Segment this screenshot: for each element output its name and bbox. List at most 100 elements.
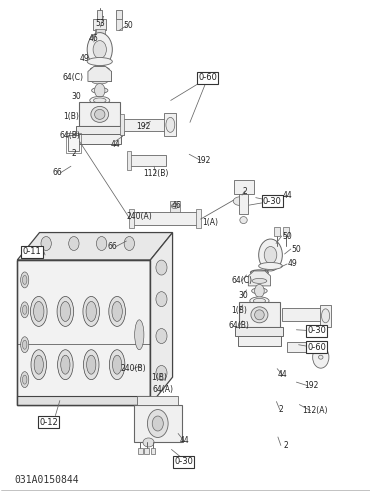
Polygon shape bbox=[150, 232, 173, 404]
Ellipse shape bbox=[23, 276, 27, 284]
Text: 0-30: 0-30 bbox=[307, 326, 326, 336]
Ellipse shape bbox=[92, 79, 108, 84]
Text: 50: 50 bbox=[123, 21, 133, 30]
Bar bbox=[76, 126, 124, 136]
Bar bbox=[274, 227, 280, 236]
Polygon shape bbox=[17, 260, 150, 404]
Bar bbox=[116, 18, 122, 30]
Text: 1(B): 1(B) bbox=[231, 306, 247, 316]
Bar bbox=[196, 209, 201, 228]
Text: 0-60: 0-60 bbox=[198, 74, 217, 82]
Ellipse shape bbox=[61, 355, 70, 374]
Ellipse shape bbox=[253, 298, 266, 304]
Text: 66: 66 bbox=[52, 168, 62, 177]
Ellipse shape bbox=[233, 196, 249, 205]
Polygon shape bbox=[68, 136, 79, 152]
Circle shape bbox=[156, 292, 167, 306]
Circle shape bbox=[41, 236, 51, 250]
Text: 0-30: 0-30 bbox=[174, 458, 193, 466]
Bar bbox=[95, 28, 105, 35]
Circle shape bbox=[156, 260, 167, 275]
Ellipse shape bbox=[251, 307, 268, 323]
Ellipse shape bbox=[23, 375, 27, 384]
Text: 64(C): 64(C) bbox=[231, 276, 252, 285]
Text: 2: 2 bbox=[284, 441, 288, 450]
Ellipse shape bbox=[166, 118, 175, 132]
Ellipse shape bbox=[109, 350, 125, 380]
Ellipse shape bbox=[31, 350, 46, 380]
Bar bbox=[138, 448, 142, 454]
Bar bbox=[129, 209, 134, 228]
Ellipse shape bbox=[259, 262, 282, 270]
Ellipse shape bbox=[21, 337, 29, 352]
Bar bbox=[130, 212, 198, 225]
Ellipse shape bbox=[57, 296, 74, 326]
Ellipse shape bbox=[250, 297, 269, 305]
Bar bbox=[287, 342, 322, 352]
Text: 2: 2 bbox=[72, 150, 76, 158]
Bar bbox=[78, 134, 121, 144]
Ellipse shape bbox=[23, 306, 27, 314]
Bar bbox=[282, 308, 322, 321]
Bar bbox=[17, 396, 150, 404]
Text: 2: 2 bbox=[279, 405, 283, 414]
Text: 240(A): 240(A) bbox=[127, 212, 152, 220]
Text: 0-12: 0-12 bbox=[39, 418, 58, 426]
Text: 64(B): 64(B) bbox=[229, 322, 250, 330]
Ellipse shape bbox=[30, 296, 47, 326]
Ellipse shape bbox=[83, 350, 99, 380]
Circle shape bbox=[87, 32, 112, 66]
Ellipse shape bbox=[60, 302, 70, 322]
Ellipse shape bbox=[135, 320, 144, 350]
Circle shape bbox=[69, 236, 79, 250]
Text: 64(B): 64(B) bbox=[60, 131, 81, 140]
Ellipse shape bbox=[319, 355, 323, 359]
Bar bbox=[79, 102, 120, 126]
Circle shape bbox=[95, 84, 105, 98]
Bar bbox=[238, 336, 281, 345]
Ellipse shape bbox=[255, 310, 264, 320]
Ellipse shape bbox=[112, 355, 122, 374]
Text: 0-30: 0-30 bbox=[263, 196, 282, 205]
Text: 1(B): 1(B) bbox=[152, 372, 168, 382]
Circle shape bbox=[147, 410, 168, 438]
Polygon shape bbox=[248, 271, 270, 286]
Ellipse shape bbox=[92, 88, 108, 94]
Bar bbox=[137, 396, 178, 404]
Text: 112(A): 112(A) bbox=[302, 406, 328, 415]
Text: 64(C): 64(C) bbox=[62, 74, 83, 82]
Text: 44: 44 bbox=[278, 370, 287, 379]
Text: 46: 46 bbox=[171, 200, 181, 209]
Bar bbox=[128, 152, 131, 170]
Bar bbox=[144, 448, 149, 454]
Ellipse shape bbox=[34, 302, 44, 322]
Bar bbox=[93, 18, 106, 30]
Text: 44: 44 bbox=[282, 190, 292, 200]
Bar bbox=[234, 180, 254, 194]
Ellipse shape bbox=[87, 355, 96, 374]
Ellipse shape bbox=[143, 438, 154, 447]
Text: 50: 50 bbox=[282, 232, 292, 240]
Ellipse shape bbox=[171, 204, 178, 208]
Text: 53: 53 bbox=[96, 18, 105, 28]
Ellipse shape bbox=[23, 340, 27, 349]
Ellipse shape bbox=[240, 216, 247, 224]
Text: 031A0150844: 031A0150844 bbox=[15, 476, 79, 486]
Bar bbox=[116, 10, 122, 19]
Text: 0-11: 0-11 bbox=[23, 248, 42, 256]
Text: 192: 192 bbox=[196, 156, 210, 165]
Ellipse shape bbox=[109, 296, 125, 326]
Bar bbox=[129, 156, 166, 166]
Ellipse shape bbox=[58, 350, 73, 380]
Ellipse shape bbox=[87, 58, 112, 66]
Text: 49: 49 bbox=[288, 260, 298, 268]
Ellipse shape bbox=[90, 96, 110, 104]
Text: 66: 66 bbox=[108, 242, 117, 251]
Circle shape bbox=[255, 284, 264, 298]
Ellipse shape bbox=[83, 296, 99, 326]
Bar bbox=[283, 227, 289, 236]
Circle shape bbox=[156, 366, 167, 380]
Ellipse shape bbox=[252, 278, 267, 283]
Ellipse shape bbox=[252, 288, 267, 294]
Text: 44: 44 bbox=[180, 436, 190, 445]
